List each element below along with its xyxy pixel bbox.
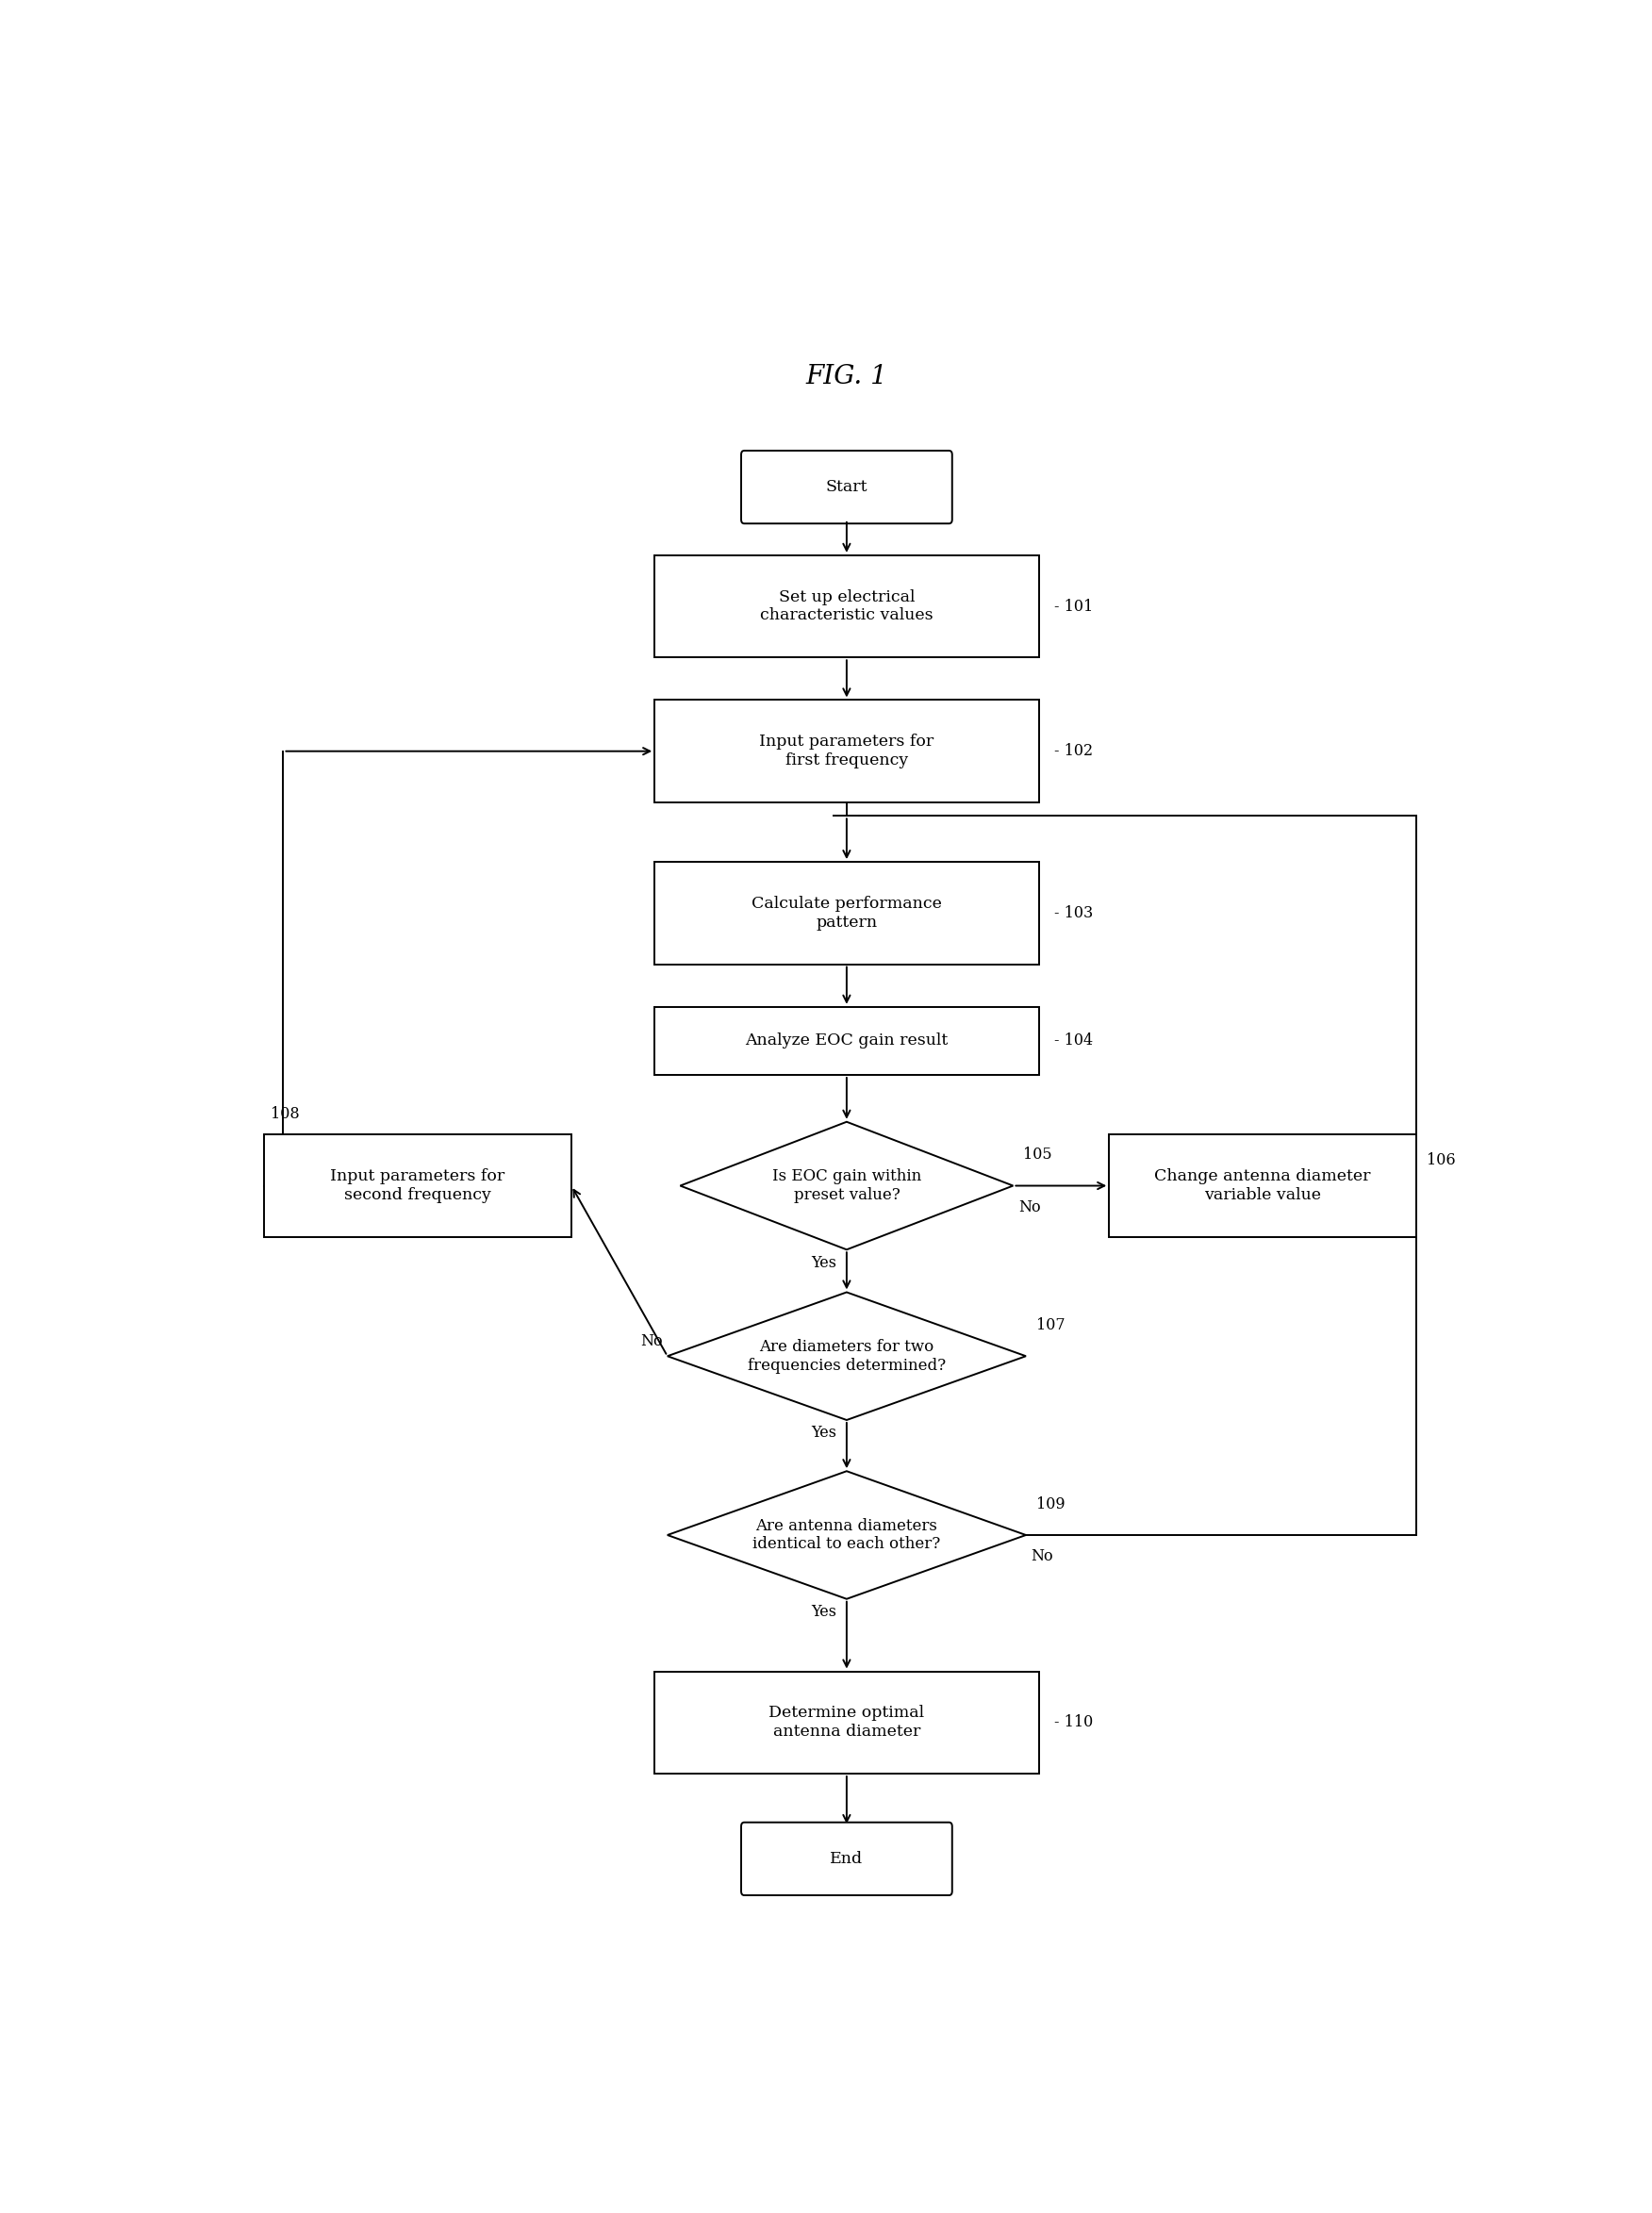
Text: Are antenna diameters
identical to each other?: Are antenna diameters identical to each … (753, 1518, 940, 1551)
Text: - 104: - 104 (1054, 1033, 1094, 1049)
Text: 106: 106 (1427, 1153, 1455, 1168)
Text: Calculate performance
pattern: Calculate performance pattern (752, 896, 942, 929)
Bar (654, 1671, 1039, 1773)
Bar (654, 555, 1039, 657)
Text: Change antenna diameter
variable value: Change antenna diameter variable value (1155, 1168, 1371, 1204)
Bar (1108, 1135, 1416, 1237)
Text: - 103: - 103 (1054, 905, 1094, 921)
Text: Yes: Yes (811, 1425, 836, 1441)
Text: No: No (1031, 1549, 1054, 1565)
Text: 105: 105 (1023, 1146, 1052, 1164)
Bar (654, 699, 1039, 803)
Text: Analyze EOC gain result: Analyze EOC gain result (745, 1033, 948, 1049)
Text: Is EOC gain within
preset value?: Is EOC gain within preset value? (771, 1168, 922, 1204)
Text: Determine optimal
antenna diameter: Determine optimal antenna diameter (768, 1706, 925, 1739)
Text: - 101: - 101 (1054, 598, 1094, 615)
Bar (264, 1135, 572, 1237)
Bar (654, 1007, 1039, 1076)
Text: Yes: Yes (811, 1604, 836, 1620)
Bar (654, 863, 1039, 965)
Polygon shape (681, 1122, 1013, 1250)
Text: Yes: Yes (811, 1255, 836, 1270)
Text: Input parameters for
second frequency: Input parameters for second frequency (330, 1168, 506, 1204)
Text: - 102: - 102 (1054, 744, 1094, 759)
Polygon shape (667, 1292, 1026, 1421)
Text: Set up electrical
characteristic values: Set up electrical characteristic values (760, 589, 933, 624)
Text: 108: 108 (271, 1106, 299, 1122)
Text: End: End (829, 1850, 864, 1868)
Text: Are diameters for two
frequencies determined?: Are diameters for two frequencies determ… (748, 1339, 945, 1374)
Text: Start: Start (826, 478, 867, 496)
Text: No: No (639, 1332, 662, 1350)
Text: 109: 109 (1036, 1496, 1066, 1511)
FancyBboxPatch shape (742, 1821, 952, 1894)
Text: No: No (1018, 1199, 1041, 1215)
Text: - 110: - 110 (1054, 1715, 1094, 1731)
Polygon shape (667, 1472, 1026, 1600)
Text: 107: 107 (1036, 1317, 1066, 1334)
Text: FIG. 1: FIG. 1 (806, 363, 887, 389)
FancyBboxPatch shape (742, 451, 952, 524)
Text: Input parameters for
first frequency: Input parameters for first frequency (760, 735, 933, 768)
